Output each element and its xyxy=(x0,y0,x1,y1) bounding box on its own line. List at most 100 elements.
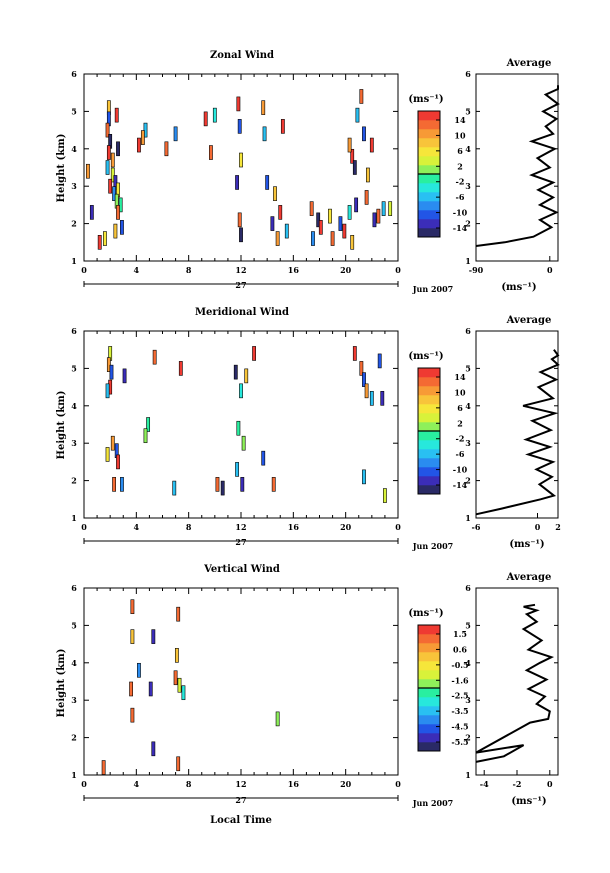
zonal-title: Zonal Wind xyxy=(210,50,274,61)
meridional-colorbar-band xyxy=(418,449,440,459)
vertical-xtick-label: 8 xyxy=(186,779,192,789)
vertical-cell xyxy=(151,629,156,644)
zonal-colorbar-label: 14 xyxy=(454,115,466,125)
zonal-colorbar-label: -10 xyxy=(453,208,468,218)
meridional-xtick-label: 0 xyxy=(395,522,401,532)
meridional-avg-ytick-label: 5 xyxy=(465,363,471,373)
zonal-colorbar-label: -6 xyxy=(456,192,465,202)
meridional-colorbar-label: -6 xyxy=(456,449,465,459)
zonal-cell xyxy=(273,186,277,201)
meridional-cell xyxy=(377,353,382,369)
vertical-xtick-label: 4 xyxy=(134,779,140,789)
zonal-cell xyxy=(237,212,242,228)
meridional-cell xyxy=(364,383,369,399)
vertical-colorbar-band xyxy=(418,715,440,725)
meridional-colorbar-band xyxy=(418,431,440,441)
zonal-colorbar-band xyxy=(418,174,440,184)
zonal-avg-line xyxy=(475,85,560,247)
zonal-cell xyxy=(235,175,239,190)
panel-vertical: Vertical Wind Height (km) (ms⁻¹) Average… xyxy=(56,564,551,826)
zonal-cell xyxy=(239,152,243,168)
meridional-cell xyxy=(143,428,148,444)
vertical-colorbar-band xyxy=(418,679,440,689)
zonal-colorbar-label: 6 xyxy=(457,146,463,156)
meridional-colorbar-label: 2 xyxy=(457,418,463,428)
meridional-avg-line xyxy=(475,349,560,516)
meridional-cell xyxy=(220,480,225,496)
meridional-colorbar-band xyxy=(418,467,440,477)
zonal-avg-ytick-label: 2 xyxy=(465,219,471,229)
meridional-ytick-label: 5 xyxy=(71,363,77,373)
vertical-day: 27 xyxy=(235,795,246,805)
meridional-colorbar-band xyxy=(418,458,440,468)
vertical-cell xyxy=(177,677,182,693)
vertical-cell xyxy=(174,648,179,663)
zonal-cell xyxy=(239,227,243,243)
zonal-cell xyxy=(309,201,314,216)
vertical-avg-xtick-label: -4 xyxy=(480,779,489,789)
vertical-ytick-label: 2 xyxy=(71,733,77,743)
zonal-cell xyxy=(105,122,110,138)
meridional-cell xyxy=(235,462,239,477)
meridional-cell xyxy=(116,454,120,470)
zonal-month: Jun 2007 xyxy=(412,284,453,294)
meridional-colorbar-label: -14 xyxy=(453,480,468,490)
meridional-xtick-label: 20 xyxy=(340,522,352,532)
meridional-colorbar-band xyxy=(418,368,440,378)
vertical-colorbar-label: -4.5 xyxy=(451,722,468,732)
zonal-cell xyxy=(120,220,124,235)
meridional-cell xyxy=(252,346,256,361)
meridional-ytick-label: 2 xyxy=(71,476,77,486)
zonal-colorbar-band xyxy=(418,165,440,175)
meridional-cell xyxy=(172,480,177,496)
meridional-cell xyxy=(380,391,385,406)
panel-zonal: Zonal Wind Height (km) (ms⁻¹) Average (m… xyxy=(56,50,551,294)
zonal-cell xyxy=(137,137,141,153)
vertical-ytick-label: 1 xyxy=(71,770,77,780)
meridional-cell xyxy=(236,420,241,436)
zonal-cell xyxy=(381,201,386,216)
zonal-colorbar-band xyxy=(418,210,440,220)
vertical-avg-ytick-label: 1 xyxy=(465,770,471,780)
zonal-cell xyxy=(278,205,283,220)
zonal-cell xyxy=(118,197,123,213)
zonal-colorbar-label: 10 xyxy=(454,130,466,140)
vertical-ytick-label: 5 xyxy=(71,620,77,630)
zonal-cell xyxy=(316,212,321,228)
zonal-cell xyxy=(328,208,332,224)
zonal-cell xyxy=(311,231,315,246)
vertical-colorbar-band xyxy=(418,670,440,680)
zonal-cell xyxy=(114,107,119,123)
zonal-cell xyxy=(369,137,374,153)
zonal-cell xyxy=(110,167,115,183)
meridional-ytick-label: 1 xyxy=(71,513,77,523)
vertical-ytick-label: 4 xyxy=(71,658,77,668)
zonal-colorbar-band xyxy=(418,111,440,121)
vertical-cell xyxy=(148,681,153,697)
meridional-cell xyxy=(120,477,124,492)
zonal-avg-frame xyxy=(475,73,559,262)
vertical-avg-ytick-label: 4 xyxy=(465,658,471,668)
meridional-cell xyxy=(110,435,115,451)
meridional-title: Meridional Wind xyxy=(195,307,289,318)
vertical-colorbar-band xyxy=(418,652,440,662)
zonal-cell xyxy=(362,126,366,142)
zonal-cell xyxy=(103,231,107,246)
vertical-avg-ytick-label: 3 xyxy=(465,695,471,705)
zonal-cell xyxy=(105,160,110,175)
zonal-cell xyxy=(261,100,266,115)
vertical-colorbar-band xyxy=(418,688,440,698)
vertical-colorbar-band xyxy=(418,625,440,635)
zonal-cell xyxy=(366,167,370,183)
meridional-cell xyxy=(106,357,111,372)
meridional-cell xyxy=(178,361,183,376)
vertical-xtick-label: 20 xyxy=(340,779,352,789)
vertical-xtick-label: 0 xyxy=(395,779,401,789)
zonal-xtick-label: 20 xyxy=(340,265,352,275)
zonal-cell xyxy=(318,220,323,235)
meridional-colorbar-band xyxy=(418,485,440,495)
vertical-ytick-label: 3 xyxy=(71,695,77,705)
zonal-cell xyxy=(203,111,208,127)
vertical-colorbar-label: -0.5 xyxy=(451,660,468,670)
